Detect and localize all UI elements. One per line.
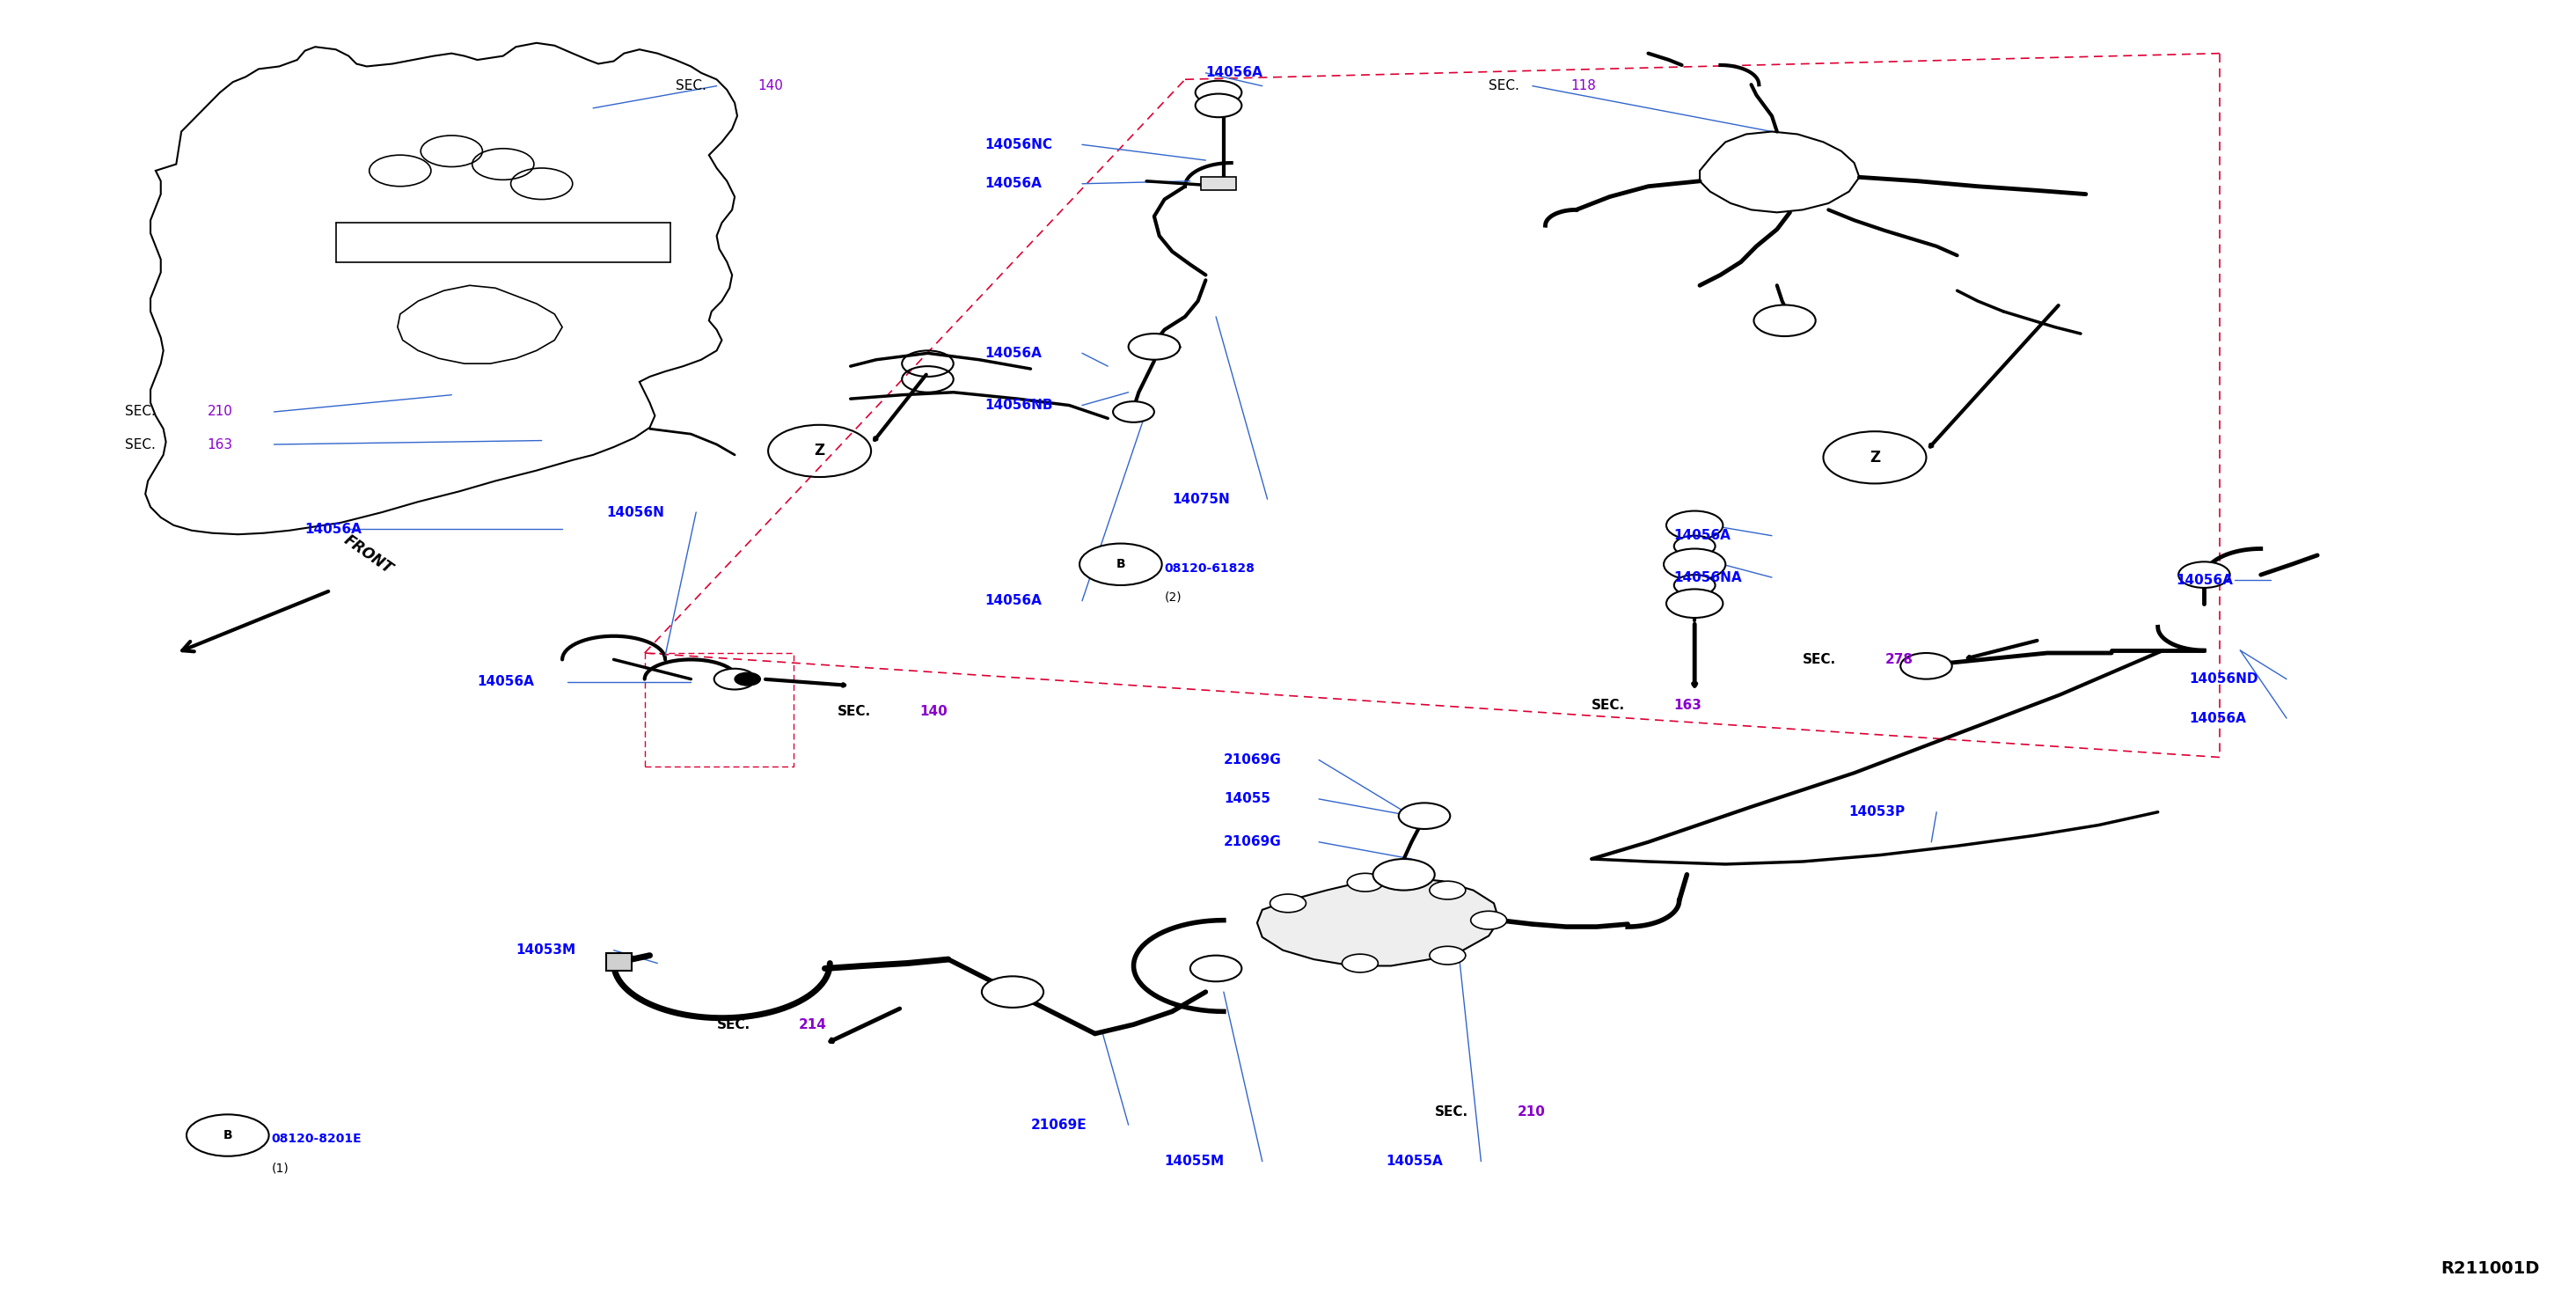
Text: (2): (2) <box>1164 590 1182 603</box>
Text: 14056A: 14056A <box>2190 712 2246 725</box>
Text: SEC.: SEC. <box>1592 699 1625 712</box>
Circle shape <box>185 1114 268 1156</box>
Circle shape <box>981 977 1043 1007</box>
Circle shape <box>2179 562 2231 588</box>
Circle shape <box>1674 575 1716 596</box>
Bar <box>1200 178 1236 191</box>
Text: 08120-61828: 08120-61828 <box>1164 562 1255 575</box>
Text: 140: 140 <box>920 705 948 718</box>
Text: 14056NC: 14056NC <box>984 138 1051 151</box>
Text: 21069G: 21069G <box>1224 754 1280 767</box>
Text: 21069E: 21069E <box>1030 1118 1087 1131</box>
Text: 14055A: 14055A <box>1386 1155 1443 1168</box>
Circle shape <box>1901 653 1953 679</box>
Text: 214: 214 <box>799 1017 827 1032</box>
Circle shape <box>1270 895 1306 913</box>
Text: SEC.: SEC. <box>716 1017 750 1032</box>
Circle shape <box>1190 956 1242 982</box>
Text: FRONT: FRONT <box>340 533 397 577</box>
Text: SEC.: SEC. <box>124 438 155 451</box>
Text: B: B <box>1115 558 1126 571</box>
Circle shape <box>1195 81 1242 104</box>
Text: 140: 140 <box>757 80 783 93</box>
Circle shape <box>1664 549 1726 580</box>
Circle shape <box>1471 912 1507 930</box>
Text: 163: 163 <box>206 438 232 451</box>
Text: 14055M: 14055M <box>1164 1155 1224 1168</box>
Text: SEC.: SEC. <box>837 705 871 718</box>
Circle shape <box>1667 511 1723 539</box>
Text: B: B <box>224 1130 232 1141</box>
Text: 210: 210 <box>1517 1105 1546 1118</box>
Text: 14056A: 14056A <box>984 594 1041 607</box>
Circle shape <box>1430 882 1466 900</box>
Text: (1): (1) <box>270 1162 289 1174</box>
Text: 14056A: 14056A <box>304 522 363 535</box>
Circle shape <box>1399 803 1450 829</box>
Circle shape <box>1667 589 1723 618</box>
Text: Z: Z <box>1870 449 1880 465</box>
Text: 14056A: 14056A <box>984 178 1041 191</box>
Circle shape <box>1430 947 1466 965</box>
Text: 14056NB: 14056NB <box>984 398 1054 411</box>
Text: 14075N: 14075N <box>1172 492 1229 505</box>
Text: SEC.: SEC. <box>1489 80 1520 93</box>
Text: 14055: 14055 <box>1224 793 1270 806</box>
Text: SEC.: SEC. <box>1803 653 1837 666</box>
Circle shape <box>1113 401 1154 422</box>
Circle shape <box>734 673 760 686</box>
Text: 14053M: 14053M <box>515 944 577 957</box>
Text: 14056A: 14056A <box>1206 67 1262 80</box>
Text: 118: 118 <box>1571 80 1597 93</box>
Text: 14056A: 14056A <box>2177 573 2233 586</box>
Text: SEC.: SEC. <box>1435 1105 1468 1118</box>
Circle shape <box>1347 874 1383 892</box>
Text: 14056NA: 14056NA <box>1674 571 1741 584</box>
Circle shape <box>1079 543 1162 585</box>
Circle shape <box>1128 333 1180 359</box>
Text: 210: 210 <box>206 405 232 418</box>
Text: 21069G: 21069G <box>1224 836 1280 849</box>
Text: 14056A: 14056A <box>984 346 1041 359</box>
Text: 163: 163 <box>1674 699 1703 712</box>
Polygon shape <box>1257 878 1499 966</box>
Circle shape <box>1754 304 1816 336</box>
Text: 14056A: 14056A <box>1674 529 1731 542</box>
Circle shape <box>1195 94 1242 118</box>
Text: 14053P: 14053P <box>1850 806 1906 819</box>
Bar <box>605 953 631 972</box>
Text: 14056ND: 14056ND <box>2190 673 2257 686</box>
Text: 278: 278 <box>1886 653 1914 666</box>
Text: 08120-8201E: 08120-8201E <box>270 1134 361 1145</box>
Text: SEC.: SEC. <box>124 405 155 418</box>
Circle shape <box>1342 955 1378 973</box>
Text: SEC.: SEC. <box>675 80 706 93</box>
Circle shape <box>1373 859 1435 891</box>
Circle shape <box>714 669 755 690</box>
Text: R211001D: R211001D <box>2442 1260 2540 1277</box>
Circle shape <box>1674 535 1716 556</box>
Text: 14056N: 14056N <box>605 505 665 518</box>
Text: 14056A: 14056A <box>477 675 533 688</box>
Text: Z: Z <box>814 443 824 458</box>
